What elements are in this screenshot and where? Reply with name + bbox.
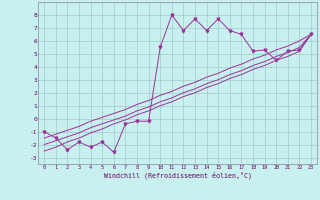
X-axis label: Windchill (Refroidissement éolien,°C): Windchill (Refroidissement éolien,°C) (104, 172, 252, 179)
